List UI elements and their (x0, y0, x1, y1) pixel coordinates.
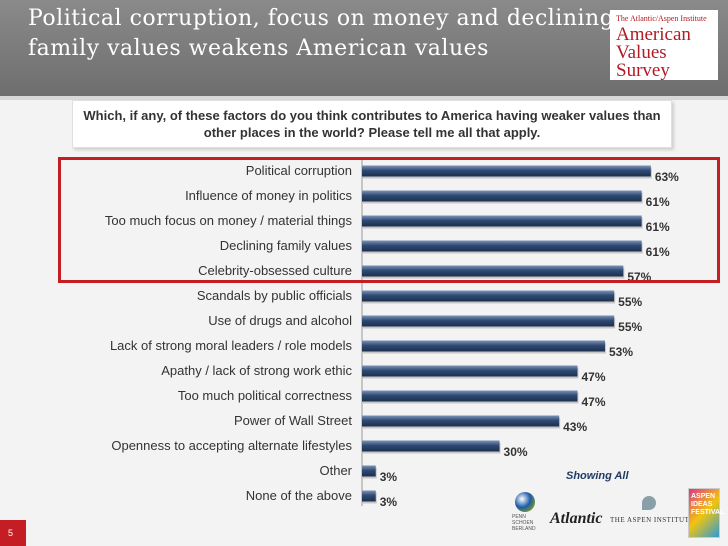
category-label: Influence of money in politics (185, 188, 352, 203)
bar (362, 215, 642, 227)
category-label: Other (319, 463, 352, 478)
category-label: Lack of strong moral leaders / role mode… (110, 338, 353, 353)
page-number: 5 (8, 528, 14, 538)
value-label: 61% (646, 245, 670, 259)
value-label: 47% (581, 370, 605, 384)
atlantic-logo: Atlantic (550, 510, 603, 527)
category-label: Declining family values (220, 238, 353, 253)
value-label: 63% (655, 170, 679, 184)
bar (362, 265, 624, 277)
bar (362, 465, 376, 477)
bar (362, 290, 615, 302)
header-divider (0, 96, 728, 100)
value-label: 3% (380, 495, 398, 509)
value-label: 47% (581, 395, 605, 409)
psb-line-3: BERLAND (512, 526, 536, 532)
value-label: 3% (380, 470, 398, 484)
value-label: 43% (563, 420, 587, 434)
value-label: 55% (618, 320, 642, 334)
category-label: Too much political correctness (178, 388, 353, 403)
bar (362, 415, 560, 427)
bar (362, 315, 615, 327)
category-label: Too much focus on money / material thing… (105, 213, 353, 228)
brand-line-1: American (616, 24, 691, 45)
aspen-institute-logo: THE ASPEN INSTITUTE (610, 516, 695, 524)
bar (362, 365, 578, 377)
bar (362, 165, 651, 177)
category-label: Use of drugs and alcohol (208, 313, 352, 328)
globe-icon (515, 492, 535, 512)
bars-layer: Political corruption 63% Influence of mone… (105, 163, 679, 509)
bar (362, 490, 376, 502)
bar (362, 440, 500, 452)
page-number-badge: 5 (0, 520, 26, 546)
bar (362, 190, 642, 202)
category-label: Political corruption (246, 163, 352, 178)
festival-logo-text: ASPEN IDEAS FESTIVAL (691, 493, 725, 516)
question-box: Which, if any, of these factors do you t… (72, 100, 672, 148)
category-label: None of the above (246, 488, 352, 503)
category-label: Power of Wall Street (234, 413, 352, 428)
highlight-box (58, 157, 720, 283)
aspen-leaf-icon (642, 496, 656, 510)
penn-schoen-berland-logo: PENN SCHOEN BERLAND (512, 492, 540, 536)
category-label: Scandals by public officials (197, 288, 353, 303)
bar (362, 390, 578, 402)
bar (362, 340, 605, 352)
value-label: 55% (618, 295, 642, 309)
ideas-festival-logo: ASPEN IDEAS FESTIVAL (688, 488, 724, 538)
sponsor-logos: PENN SCHOEN BERLAND Atlantic THE ASPEN I… (512, 488, 724, 540)
survey-brand-logo: The Atlantic/Aspen Institute American Va… (610, 10, 718, 80)
psb-line-2: SCHOEN (512, 520, 534, 526)
header-banner: Political corruption, focus on money and… (0, 0, 728, 96)
category-label: Apathy / lack of strong work ethic (161, 363, 352, 378)
brand-subtitle: The Atlantic/Aspen Institute (616, 14, 707, 23)
psb-line-1: PENN (512, 514, 526, 520)
value-label: 61% (646, 195, 670, 209)
brand-line-3: Survey (616, 60, 670, 81)
value-label: 30% (504, 445, 528, 459)
page-title: Political corruption, focus on money and… (28, 6, 615, 61)
brand-line-2: Values (616, 42, 667, 63)
value-label: 61% (646, 220, 670, 234)
value-label: 53% (609, 345, 633, 359)
category-label: Openness to accepting alternate lifestyl… (111, 438, 352, 453)
bar (362, 240, 642, 252)
showing-all-note: Showing All (566, 470, 629, 482)
category-label: Celebrity-obsessed culture (198, 263, 352, 278)
question-text: Which, if any, of these factors do you t… (83, 108, 661, 140)
